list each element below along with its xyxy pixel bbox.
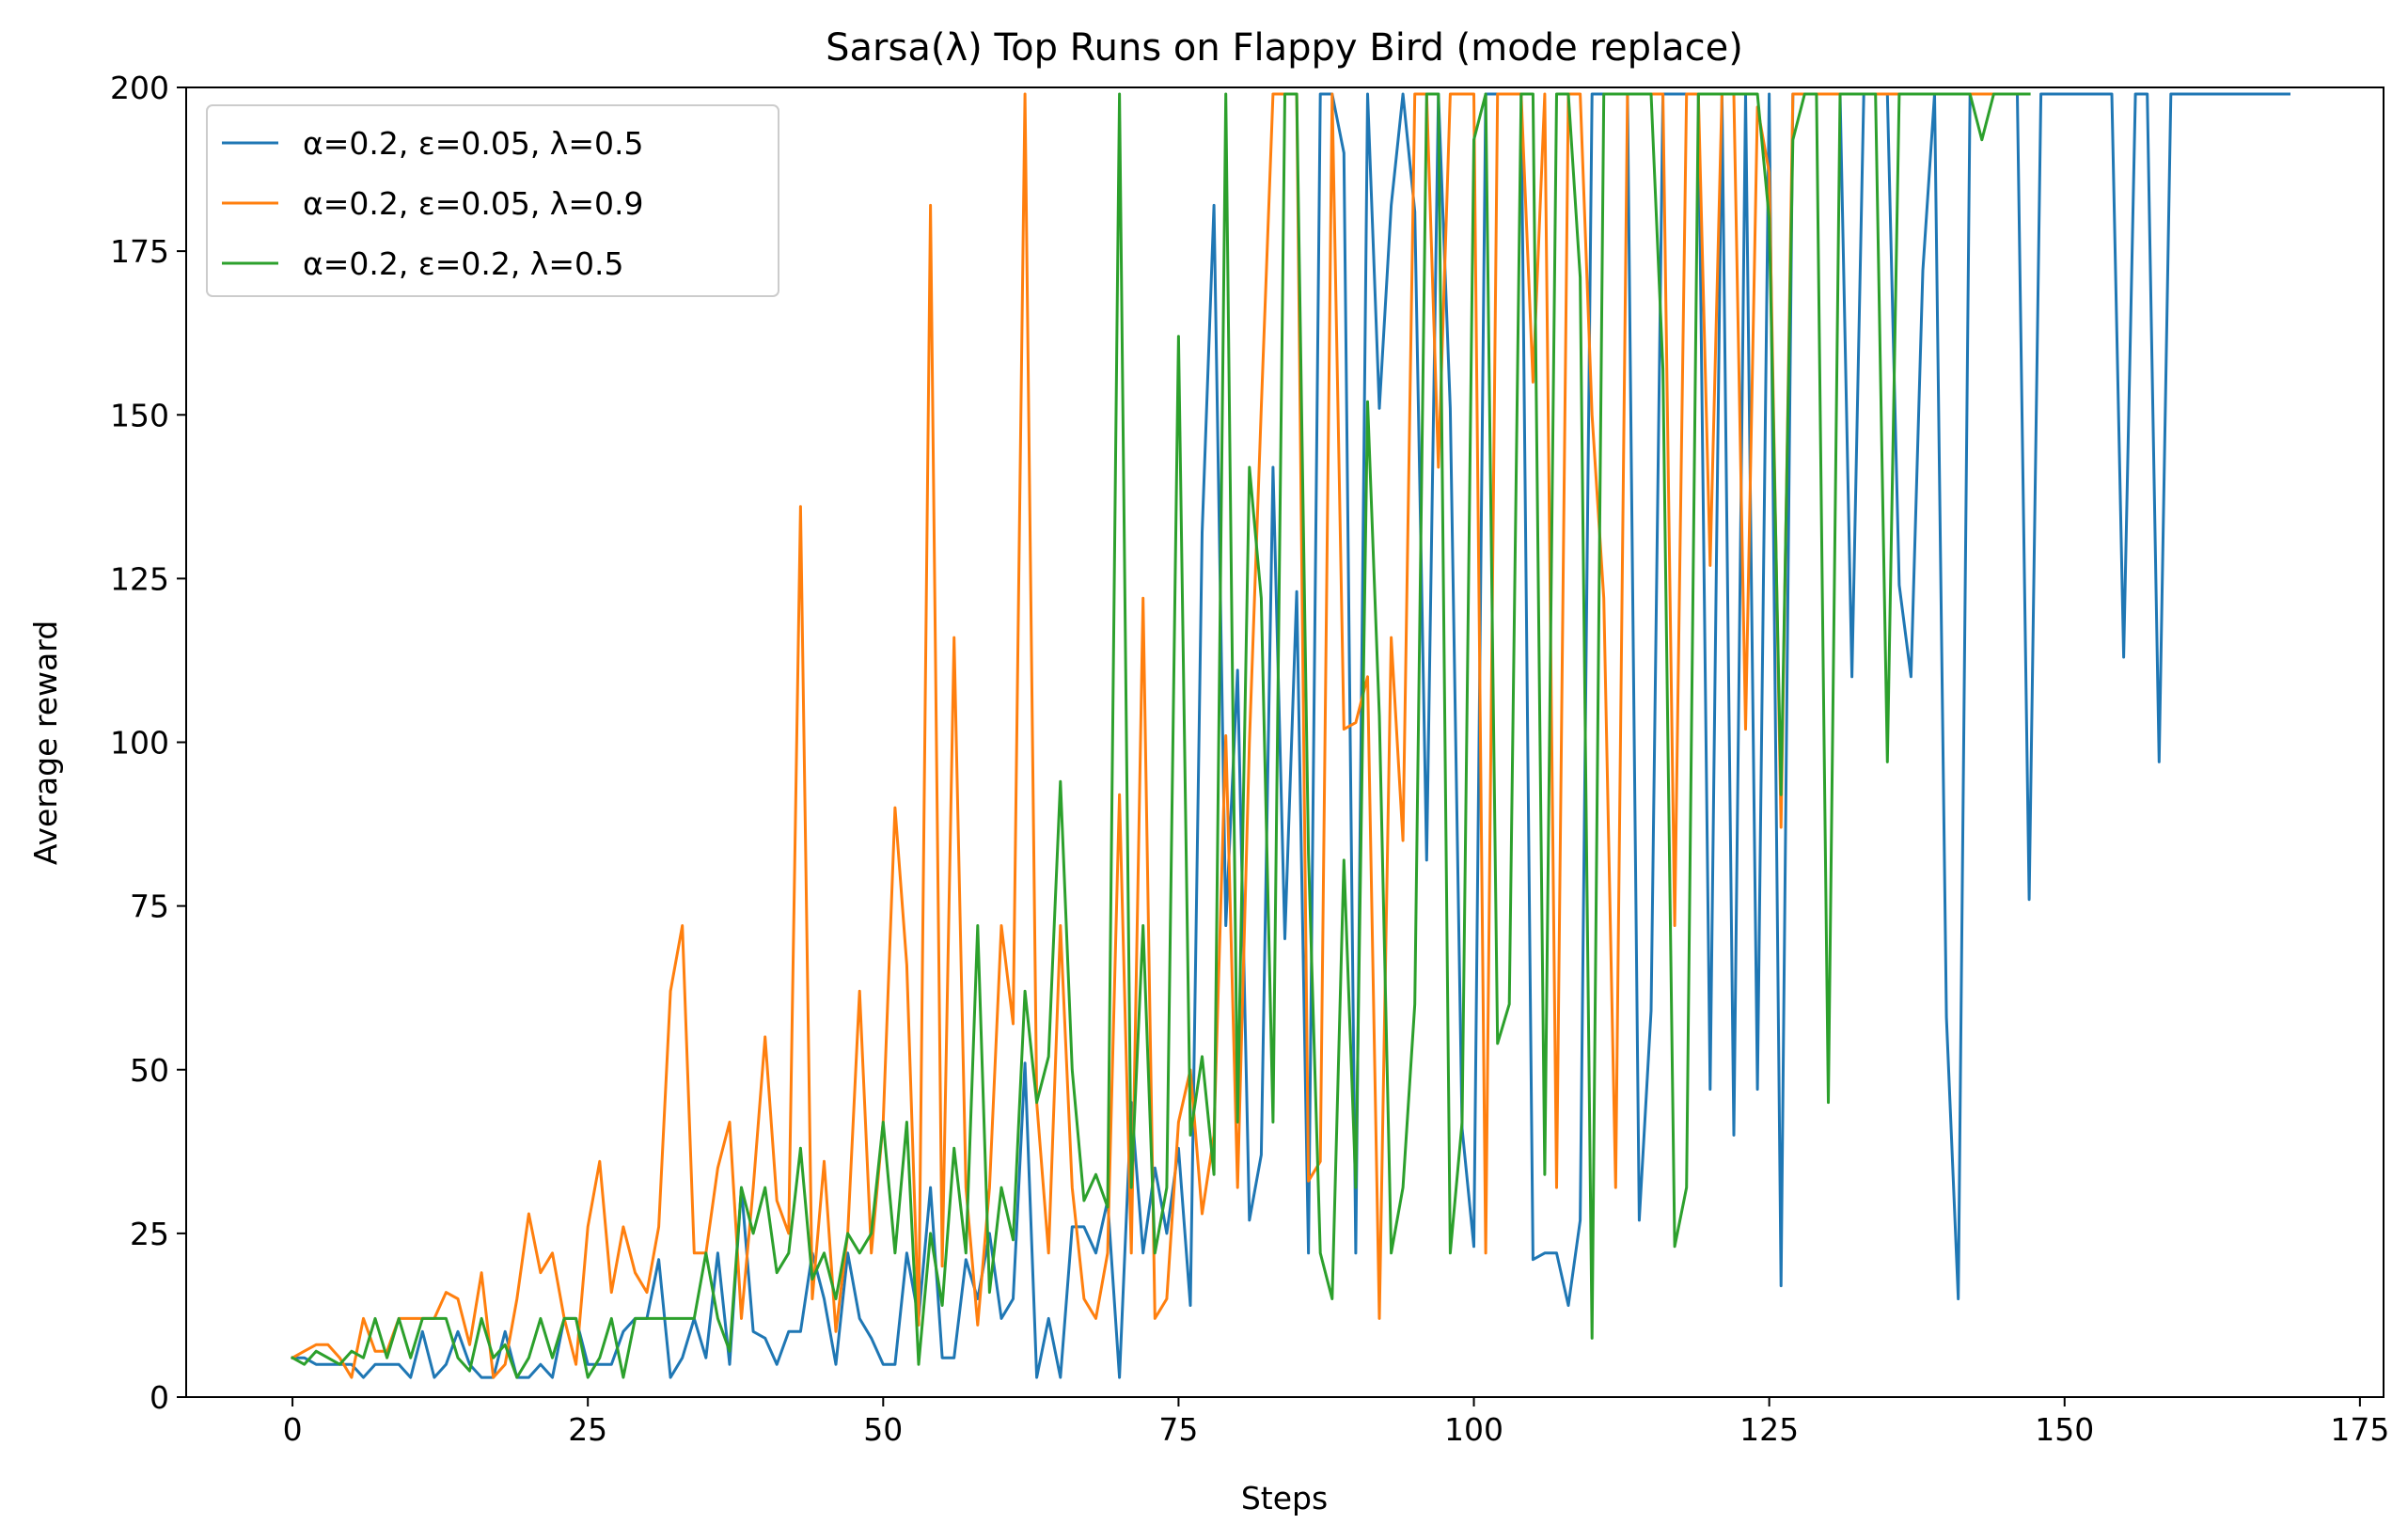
x-tick-label: 50 bbox=[863, 1411, 903, 1448]
y-tick-label: 100 bbox=[110, 725, 169, 762]
x-tick-label: 125 bbox=[1739, 1411, 1799, 1448]
legend: α=0.2, ε=0.05, λ=0.5 α=0.2, ε=0.05, λ=0.9… bbox=[206, 104, 779, 297]
y-tick-label: 0 bbox=[150, 1379, 169, 1416]
x-tick-label: 150 bbox=[2035, 1411, 2094, 1448]
y-tick-label: 200 bbox=[110, 70, 169, 106]
x-tick-label: 175 bbox=[2330, 1411, 2389, 1448]
x-tick-label: 0 bbox=[283, 1411, 303, 1448]
x-axis: 0 25 50 75 100 125 150 175 bbox=[283, 1397, 2389, 1448]
series-line-2 bbox=[291, 92, 2031, 1379]
x-tick-label: 100 bbox=[1444, 1411, 1503, 1448]
x-tick-label: 25 bbox=[568, 1411, 607, 1448]
y-tick-label: 150 bbox=[110, 397, 169, 433]
x-tick-label: 75 bbox=[1158, 1411, 1198, 1448]
legend-label-2: α=0.2, ε=0.2, λ=0.5 bbox=[303, 245, 623, 282]
y-tick-label: 75 bbox=[130, 888, 169, 925]
y-tick-label: 125 bbox=[110, 560, 169, 597]
chart-title: Sarsa(λ) Top Runs on Flappy Bird (mode r… bbox=[826, 26, 1743, 70]
legend-label-1: α=0.2, ε=0.05, λ=0.9 bbox=[303, 185, 643, 222]
y-tick-label: 50 bbox=[130, 1052, 169, 1089]
legend-box bbox=[206, 104, 779, 297]
legend-label-0: α=0.2, ε=0.05, λ=0.5 bbox=[303, 125, 643, 162]
y-axis: 0 25 50 75 100 125 150 175 200 bbox=[110, 70, 186, 1416]
y-tick-label: 175 bbox=[110, 233, 169, 270]
series-line-0 bbox=[291, 92, 2290, 1379]
x-axis-title: Steps bbox=[1241, 1480, 1328, 1516]
y-axis-title: Average reward bbox=[27, 621, 64, 865]
series-lines bbox=[291, 92, 2290, 1379]
y-tick-label: 25 bbox=[130, 1216, 169, 1252]
